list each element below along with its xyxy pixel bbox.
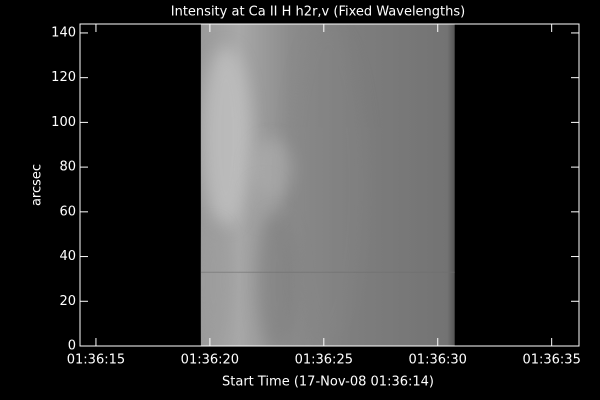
y-tick-label: 100: [51, 115, 76, 130]
y-tick-label: 80: [59, 160, 76, 175]
image-texture: [256, 211, 297, 346]
plot-frame: [79, 23, 580, 347]
y-tick-label: 20: [59, 294, 76, 309]
image-texture: [249, 181, 280, 222]
x-tick-label: 01:36:35: [522, 353, 580, 368]
chart-title: Intensity at Ca II H h2r,v (Fixed Wavele…: [171, 5, 465, 20]
x-tick-label: 01:36:30: [409, 353, 467, 368]
y-tick-label: 120: [51, 70, 76, 85]
y-tick-label: 40: [59, 249, 76, 264]
image-texture: [201, 46, 252, 227]
image-layer: [200, 24, 455, 346]
x-axis-label: Start Time (17-Nov-08 01:36:14): [222, 375, 434, 390]
y-tick-label: 60: [59, 204, 76, 219]
x-tick-label: 01:36:25: [295, 353, 353, 368]
y-tick-label: 0: [68, 339, 76, 354]
x-tick-label: 01:36:20: [181, 353, 239, 368]
image-texture: [200, 221, 232, 342]
y-tick-label: 140: [51, 25, 76, 40]
image-texture: [287, 25, 368, 345]
y-axis-label: arcsec: [30, 164, 45, 206]
x-tick-label: 01:36:15: [67, 353, 125, 368]
